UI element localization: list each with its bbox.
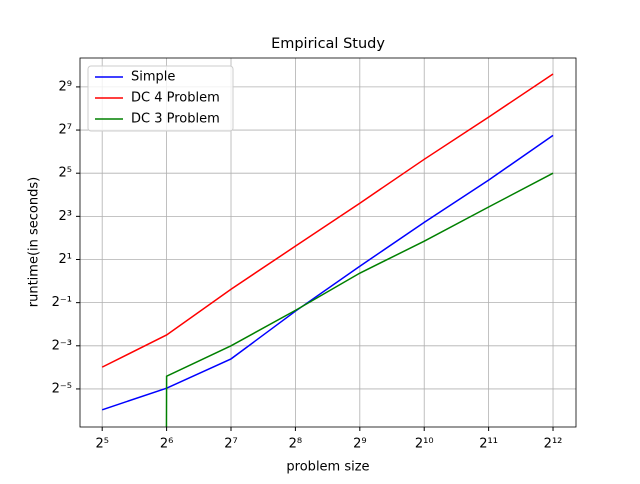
series-line — [101, 134, 554, 411]
y-tick-label: 2⁻¹ — [52, 295, 72, 310]
legend-label: DC 3 Problem — [131, 112, 220, 127]
legend-label: Simple — [131, 70, 175, 85]
legend-box — [87, 65, 234, 132]
y-tick-label: 2⁹ — [59, 79, 72, 94]
x-tick-label: 2¹² — [544, 437, 563, 452]
legend-label: DC 4 Problem — [131, 91, 220, 106]
plot-area — [101, 73, 554, 427]
x-tick-label: 2¹⁰ — [415, 437, 434, 452]
y-tick-label: 2⁻⁵ — [52, 381, 72, 396]
y-tick-label: 2⁻³ — [52, 338, 72, 353]
x-tick-label: 2⁸ — [289, 437, 302, 452]
y-tick-label: 2⁷ — [59, 123, 72, 138]
x-tick-label: 2⁶ — [160, 437, 173, 452]
y-tick-label: 2¹ — [59, 252, 72, 267]
x-tick-label: 2⁷ — [224, 437, 237, 452]
y-tick-label: 2⁵ — [59, 166, 72, 181]
y-tick-label: 2³ — [59, 209, 72, 224]
chart-title: Empirical Study — [271, 36, 385, 52]
axes-frame — [79, 57, 577, 428]
x-tick-label: 2¹¹ — [479, 437, 498, 452]
x-tick-label: 2⁹ — [353, 437, 366, 452]
y-axis-label: runtime(in seconds) — [27, 177, 42, 307]
series-line — [165, 172, 554, 427]
x-tick-label: 2⁵ — [95, 437, 108, 452]
x-axis-label: problem size — [286, 460, 369, 475]
series-line — [101, 73, 554, 368]
